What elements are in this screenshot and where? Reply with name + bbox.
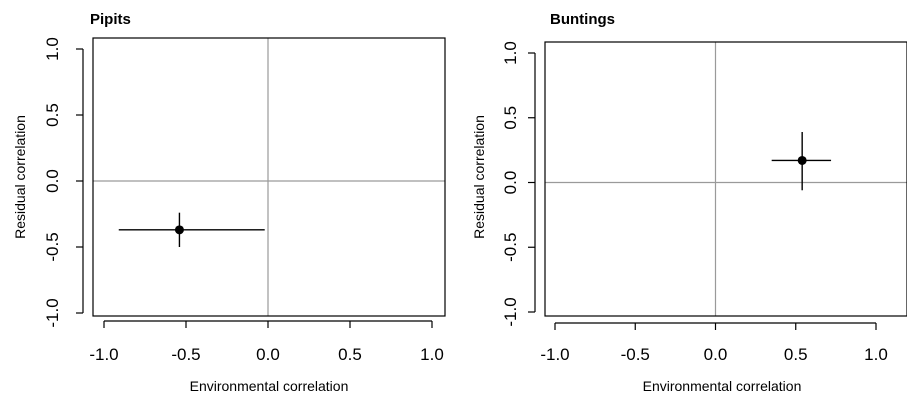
x-tick-label-pipits-4: 0.5 xyxy=(338,345,362,364)
y-tick-label-pipits-2: -0.5 xyxy=(43,232,62,261)
x-tick-label-pipits-2: -0.5 xyxy=(171,345,200,364)
y-tick-label-buntings-2: -0.5 xyxy=(501,233,520,262)
y-tick-label-buntings-4: 0.5 xyxy=(501,106,520,130)
x-tick-label-buntings-2: -0.5 xyxy=(621,345,650,364)
y-tick-label-pipits-4: 0.5 xyxy=(43,103,62,127)
data-point-buntings-1 xyxy=(797,155,807,165)
y-tick-label-pipits-1: -1.0 xyxy=(43,298,62,327)
y-tick-label-buntings-1: -1.0 xyxy=(501,297,520,326)
x-tick-label-buntings-5: 1.0 xyxy=(864,345,888,364)
x-tick-label-buntings-3: 0.0 xyxy=(704,345,728,364)
x-tick-label-pipits-1: -1.0 xyxy=(89,345,118,364)
y-tick-label-pipits-3: 0.0 xyxy=(43,169,62,193)
panel-buntings: Buntings -1.0 -0.5 0.0 0.5 1.0 -1.0 -0.5… xyxy=(471,11,907,394)
x-axis-label-buntings: Environmental correlation xyxy=(643,378,802,394)
x-axis-label-pipits: Environmental correlation xyxy=(190,378,349,394)
plot-frame-pipits xyxy=(92,37,446,317)
y-tick-label-pipits-5: 1.0 xyxy=(43,37,62,61)
panel-pipits: Pipits -1.0 -0.5 0.0 0.5 1.0 -1.0 -0.5 0… xyxy=(12,11,446,394)
chart-title-buntings: Buntings xyxy=(550,11,615,28)
chart-title-pipits: Pipits xyxy=(90,11,131,28)
x-tick-label-pipits-5: 1.0 xyxy=(420,345,444,364)
y-tick-label-buntings-3: 0.0 xyxy=(501,171,520,195)
data-point-pipits-1 xyxy=(174,225,184,235)
plot-frame-buntings xyxy=(544,41,907,317)
y-axis-label-pipits: Residual correlation xyxy=(12,115,28,239)
x-tick-label-buntings-4: 0.5 xyxy=(784,345,808,364)
y-axis-label-buntings: Residual correlation xyxy=(471,115,487,239)
x-tick-label-pipits-3: 0.0 xyxy=(256,345,280,364)
y-tick-label-buntings-5: 1.0 xyxy=(501,41,520,65)
x-tick-label-buntings-1: -1.0 xyxy=(540,345,569,364)
